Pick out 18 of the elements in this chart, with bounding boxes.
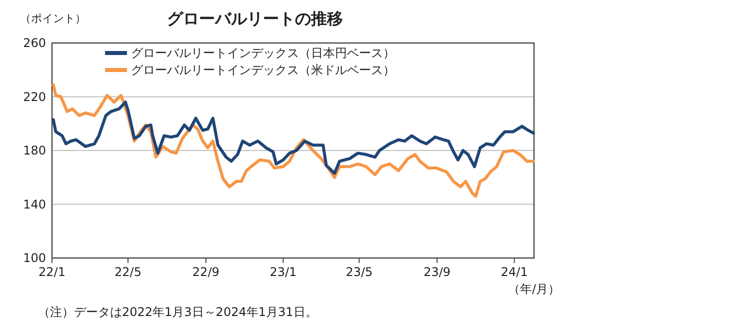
x-tick-label: 24/1 (500, 265, 528, 279)
x-tick-label: 23/1 (270, 265, 297, 279)
x-tick-label: 22/5 (114, 265, 142, 279)
chart-title: グローバルリートの推移 (167, 9, 343, 28)
x-tick-label: 23/5 (346, 265, 373, 279)
y-tick-label: 260 (23, 36, 46, 50)
x-tick-label: 23/9 (424, 265, 451, 279)
y-tick-label: 220 (23, 90, 46, 104)
legend-label: グローバルリートインデックス（米ドルベース） (131, 63, 395, 77)
x-tick-label: 22/9 (192, 265, 220, 279)
legend-label: グローバルリートインデックス（日本円ベース） (131, 46, 395, 60)
text: （注）データは2022年1月3日～2024年1月31日。 (38, 305, 318, 319)
y-tick-label: 100 (23, 251, 46, 265)
y-tick-label: 180 (23, 144, 46, 158)
x-tick-label: 22/1 (38, 265, 66, 279)
x-axis-title: （年/月） (508, 282, 560, 296)
y-tick-label: 140 (23, 197, 46, 212)
y-axis-title: （ポイント） (20, 12, 86, 25)
